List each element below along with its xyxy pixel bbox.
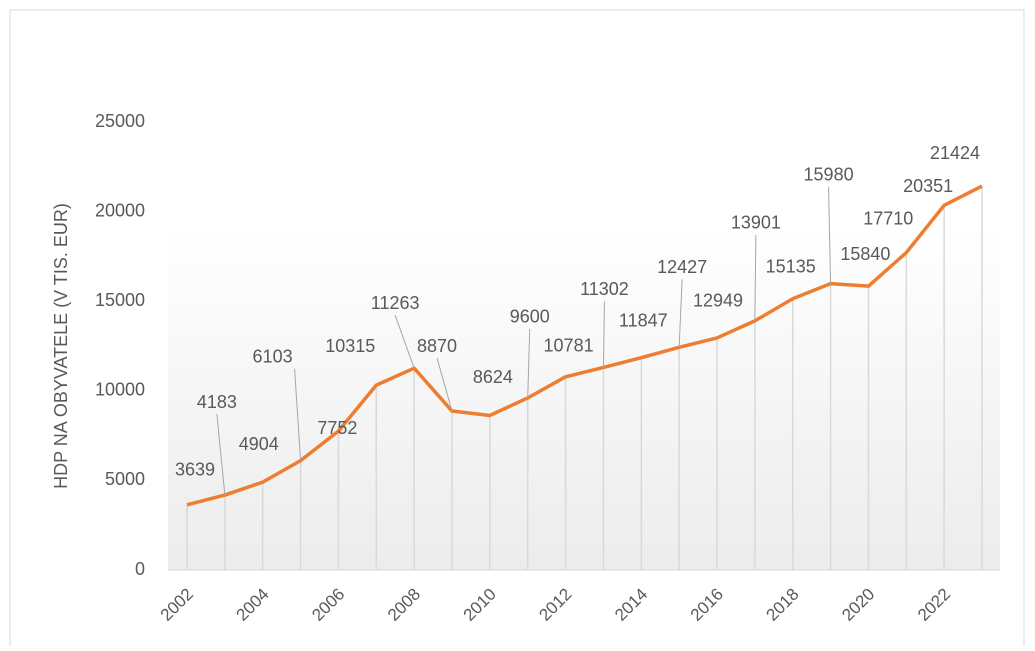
data-label: 11847	[619, 310, 668, 330]
data-label: 4183	[197, 392, 237, 412]
data-label: 20351	[903, 176, 953, 196]
data-label: 12949	[693, 291, 743, 311]
data-label: 15840	[840, 244, 890, 264]
data-label: 6103	[253, 346, 293, 366]
data-label: 7752	[317, 418, 357, 438]
data-label: 10781	[544, 336, 594, 356]
y-tick-label: 5000	[105, 469, 145, 489]
data-label: 3639	[175, 460, 215, 480]
leader-line	[394, 314, 415, 369]
leader-line	[678, 279, 683, 348]
data-label: 11302	[580, 279, 629, 299]
data-label: 4904	[239, 434, 279, 454]
leader-line	[754, 234, 757, 321]
y-tick-label: 15000	[95, 290, 145, 310]
data-label: 8870	[417, 336, 457, 356]
plot-background	[168, 225, 1000, 570]
data-label: 9600	[510, 307, 550, 327]
leader-line	[436, 357, 453, 412]
data-label: 8624	[473, 367, 513, 387]
data-label: 11263	[371, 293, 420, 313]
y-tick-label: 10000	[95, 380, 145, 400]
leader-line	[294, 368, 302, 461]
data-label: 13901	[731, 213, 781, 233]
y-axis-title: HDP NA OBYVATELE (V TIS. EUR)	[51, 203, 71, 489]
y-tick-label: 25000	[95, 111, 145, 131]
leader-line	[527, 328, 531, 398]
data-label: 17710	[863, 208, 913, 228]
leader-line	[216, 413, 226, 496]
data-label: 10315	[325, 336, 375, 356]
data-label: 15980	[804, 164, 854, 184]
y-tick-label: 0	[135, 559, 145, 579]
data-label: 12427	[657, 257, 707, 277]
data-label: 21424	[930, 143, 980, 163]
data-line	[186, 184, 983, 507]
data-label: 15135	[766, 257, 816, 277]
leader-line	[602, 301, 605, 368]
leader-line	[828, 186, 832, 284]
y-tick-label: 20000	[95, 200, 145, 220]
